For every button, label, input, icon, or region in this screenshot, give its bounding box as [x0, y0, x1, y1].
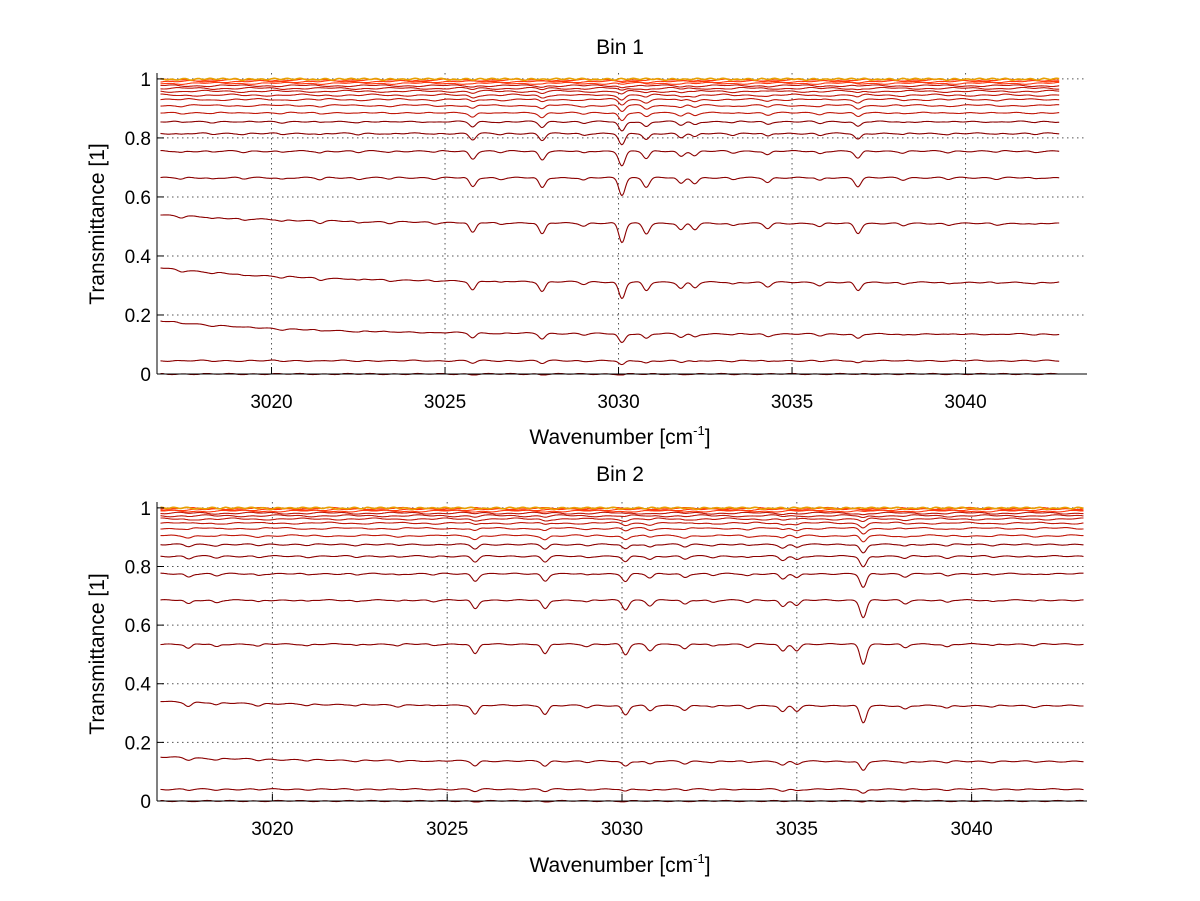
series-line [160, 84, 1060, 89]
x-tick-label: 3035 [776, 819, 818, 840]
y-tick-label: 0.8 [125, 557, 151, 578]
x-axis-label-superscript: -1 [693, 423, 705, 438]
series-line [160, 359, 1060, 366]
series-line [160, 267, 1060, 300]
series-line [160, 543, 1084, 554]
y-tick-label: 0.2 [125, 733, 151, 754]
series-line [160, 176, 1060, 197]
series-line [160, 104, 1060, 112]
x-tick-label: 3030 [601, 819, 643, 840]
x-tick-label: 3040 [950, 819, 992, 840]
series-line [160, 514, 1084, 519]
x-tick-label: 3020 [251, 819, 293, 840]
x-tick-label: 3025 [426, 819, 468, 840]
x-tick-label: 3035 [771, 392, 813, 413]
series-line [160, 81, 1060, 85]
series-line [160, 555, 1084, 568]
y-tick-label: 0.2 [125, 306, 151, 327]
y-axis-label: Transmittance [1] [86, 573, 109, 734]
series-line [160, 214, 1060, 244]
series-line [160, 79, 1060, 84]
chart-title: Bin 1 [596, 36, 644, 59]
x-axis-label: Wavenumber [cm-1] [529, 851, 710, 877]
series-line [160, 150, 1060, 167]
series-line [160, 642, 1084, 666]
x-tick-label: 3025 [424, 392, 466, 413]
series-line [160, 572, 1084, 589]
series-line [160, 700, 1084, 724]
series-line [160, 120, 1060, 132]
x-axis-label: Wavenumber [cm-1] [529, 423, 710, 449]
series-line [160, 511, 1084, 516]
series-line [160, 320, 1060, 344]
series-line [160, 506, 1084, 511]
series-line [160, 93, 1060, 101]
series-line [160, 111, 1060, 122]
x-axis-label-close: ] [705, 854, 711, 877]
x-tick-label: 3020 [250, 392, 292, 413]
y-axis-label: Transmittance [1] [86, 143, 109, 304]
series-line [160, 77, 1060, 82]
y-tick-labels: 0 0.2 0.4 0.6 0.8 1 [125, 70, 152, 386]
chart-bin-2: Bin 2 3020 3025 3030 3035 3040 0 0.2 0.4 0.6 0.8… [86, 463, 1087, 877]
series-line [160, 756, 1084, 771]
x-tick-label: 3040 [944, 392, 986, 413]
x-tick-labels: 3020 3025 3030 3035 3040 [251, 819, 993, 840]
series-line [160, 89, 1060, 95]
series-line [160, 517, 1084, 523]
series-line [160, 98, 1060, 106]
series-line [160, 521, 1084, 529]
y-tick-label: 0.6 [125, 616, 151, 637]
series-line [160, 86, 1060, 91]
axes [156, 502, 1087, 802]
y-tick-label: 0 [140, 365, 151, 386]
x-axis-label-close: ] [705, 426, 711, 449]
chart-title: Bin 2 [596, 463, 644, 486]
x-tick-label: 3030 [597, 392, 639, 413]
chart-bin-1: Bin 1 3020 3025 3030 3035 3040 0 0.2 0.4 0.6 0.8… [86, 36, 1087, 449]
series-line [160, 132, 1060, 146]
axes [156, 73, 1087, 375]
x-axis-label-text: Wavenumber [cm [529, 426, 693, 449]
series-line [160, 788, 1084, 794]
x-tick-labels: 3020 3025 3030 3035 3040 [250, 392, 986, 413]
y-tick-labels: 0 0.2 0.4 0.6 0.8 1 [125, 499, 152, 813]
series-line [160, 599, 1084, 619]
series-line [160, 527, 1084, 535]
y-tick-label: 0.6 [125, 188, 151, 209]
x-axis-label-superscript: -1 [693, 851, 705, 866]
y-tick-label: 0.4 [125, 247, 152, 268]
y-tick-label: 0.4 [125, 675, 152, 696]
y-tick-label: 1 [140, 499, 151, 520]
series-traces [160, 506, 1084, 803]
y-tick-label: 1 [140, 70, 151, 91]
series-line [160, 534, 1084, 543]
y-tick-label: 0.8 [125, 129, 151, 150]
x-axis-label-text: Wavenumber [cm [529, 854, 693, 877]
y-tick-label: 0 [140, 792, 151, 813]
